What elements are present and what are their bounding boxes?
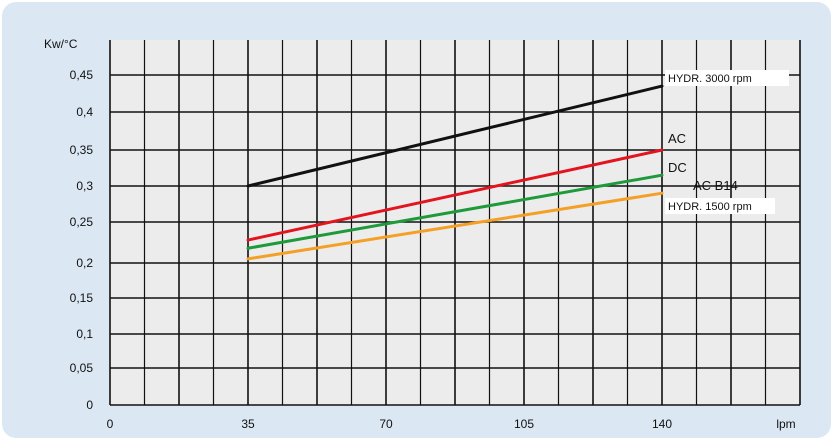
y-tick-label: 0,25 (70, 215, 94, 229)
grid (109, 40, 801, 406)
series-line-4 (246, 191, 664, 261)
series-line-0 (246, 84, 664, 188)
x-tick-label: 35 (241, 417, 255, 431)
series-label: HYDR. 3000 rpm (668, 73, 752, 85)
series-labels: HYDR. 3000 rpm AC DC AC B14 HYDR. 1500 rpm (665, 70, 789, 214)
y-tick-label: 0,45 (70, 68, 94, 82)
x-tick-label: 140 (652, 417, 672, 431)
y-tick-label: 0,1 (76, 327, 93, 341)
y-tick-label: 0,15 (70, 291, 94, 305)
series-label: HYDR. 1500 rpm (668, 201, 752, 213)
series-line-2 (246, 173, 664, 250)
series-line-1 (246, 148, 664, 242)
series-lines (246, 84, 664, 261)
y-tick-label: 0,2 (76, 256, 93, 270)
series-label-background (665, 198, 775, 214)
y-tick-label: 0,3 (76, 179, 93, 193)
series-label-background (665, 70, 789, 86)
tick-labels: 0 0,05 0,1 0,15 0,2 0,25 0,3 0,35 0,4 0,45 0 35 70 10… (70, 68, 796, 431)
series-label: AC (668, 131, 686, 146)
y-axis-title: Kw/°C (44, 37, 78, 51)
y-tick-label: 0,4 (76, 105, 93, 119)
series-label: DC (668, 160, 687, 175)
x-tick-label: 105 (514, 417, 534, 431)
x-tick-label: 0 (107, 417, 114, 431)
series-label: AC B14 (693, 178, 738, 193)
y-tick-label: 0,05 (70, 361, 94, 375)
y-tick-label: 0,35 (70, 143, 94, 157)
x-axis-title: lpm (776, 417, 795, 431)
y-tick-label: 0 (86, 398, 93, 412)
x-tick-label: 70 (379, 417, 393, 431)
